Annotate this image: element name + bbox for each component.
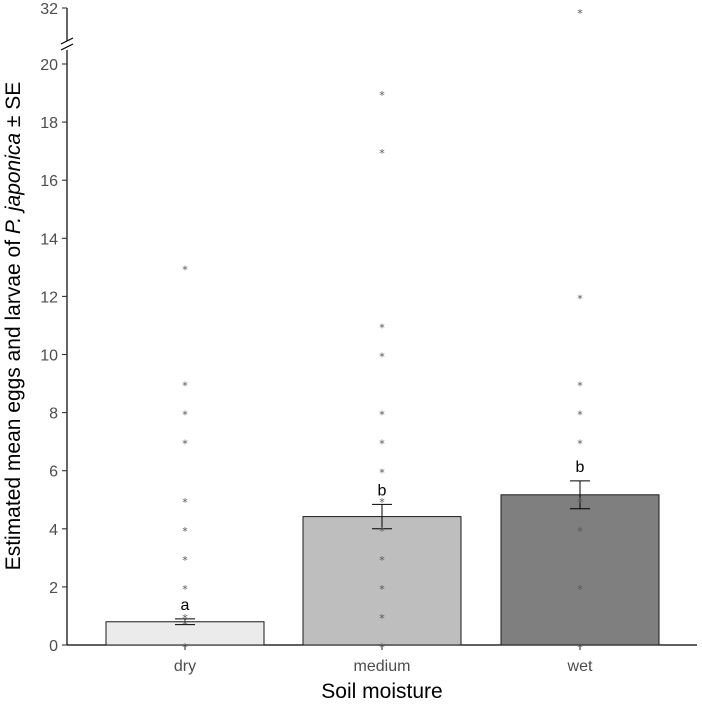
y-axis-title-part: ± SE: [2, 82, 25, 133]
y-axis-break-mark: [60, 37, 74, 45]
data-point: *: [182, 263, 188, 276]
bar-wet: [500, 494, 660, 646]
x-tick-label-dry: dry: [174, 658, 196, 675]
x-tick-label-wet: wet: [567, 658, 593, 675]
data-point: *: [577, 438, 583, 451]
y-tick-label: 8: [49, 406, 58, 423]
error-bars: [175, 480, 590, 626]
y-ticks: 0 2 4 6 8 10 12 14 16 18 20 32: [40, 1, 67, 655]
data-point: *: [379, 409, 385, 422]
y-tick-label: 20: [40, 57, 58, 74]
data-point: *: [379, 525, 385, 538]
data-point: *: [182, 438, 188, 451]
x-tick-label-medium: medium: [354, 658, 411, 675]
x-axis-title: Soil moisture: [321, 680, 442, 703]
data-point: *: [379, 89, 385, 102]
significance-letter-wet: b: [576, 459, 585, 476]
y-tick-label: 4: [49, 522, 58, 539]
significance-letters: a b b: [181, 459, 585, 614]
y-tick-label: 6: [49, 464, 58, 481]
y-tick-label: 12: [40, 289, 58, 306]
x-ticks: dry medium wet: [174, 645, 593, 675]
data-point: *: [577, 380, 583, 393]
data-point: *: [379, 554, 385, 567]
data-point: *: [577, 7, 583, 20]
data-point: *: [379, 467, 385, 480]
y-tick-label: 2: [49, 580, 58, 597]
y-axis: [60, 8, 74, 645]
data-point: *: [379, 438, 385, 451]
data-point: *: [379, 496, 385, 509]
data-point: *: [379, 351, 385, 364]
data-point: *: [577, 525, 583, 538]
data-point: *: [577, 583, 583, 596]
significance-letter-medium: b: [378, 482, 387, 499]
data-point: *: [577, 496, 583, 509]
significance-letter-dry: a: [181, 597, 190, 614]
data-point: *: [182, 525, 188, 538]
y-tick-label: 0: [49, 638, 58, 655]
y-axis-title-part: P. japonica: [2, 133, 25, 234]
data-point: *: [379, 321, 385, 334]
data-point: *: [577, 409, 583, 422]
data-point: *: [182, 612, 188, 625]
y-tick-label: 16: [40, 173, 58, 190]
y-axis-title: Estimated mean eggs and larvae of P. jap…: [2, 82, 25, 571]
y-tick-label: 32: [40, 1, 58, 18]
data-point: *: [182, 496, 188, 509]
y-tick-label: 10: [40, 348, 58, 365]
data-point: *: [379, 583, 385, 596]
data-point: *: [182, 409, 188, 422]
data-point: *: [577, 292, 583, 305]
data-point: *: [182, 380, 188, 393]
data-point: *: [182, 583, 188, 596]
y-tick-label: 14: [40, 231, 58, 248]
y-axis-title-part: Estimated mean eggs and larvae of: [2, 234, 25, 570]
data-point: *: [379, 147, 385, 160]
data-point: *: [182, 618, 188, 631]
data-point: *: [182, 554, 188, 567]
data-point: *: [379, 612, 385, 625]
y-axis-break-mark: [60, 43, 74, 51]
y-tick-label: 18: [40, 115, 58, 132]
